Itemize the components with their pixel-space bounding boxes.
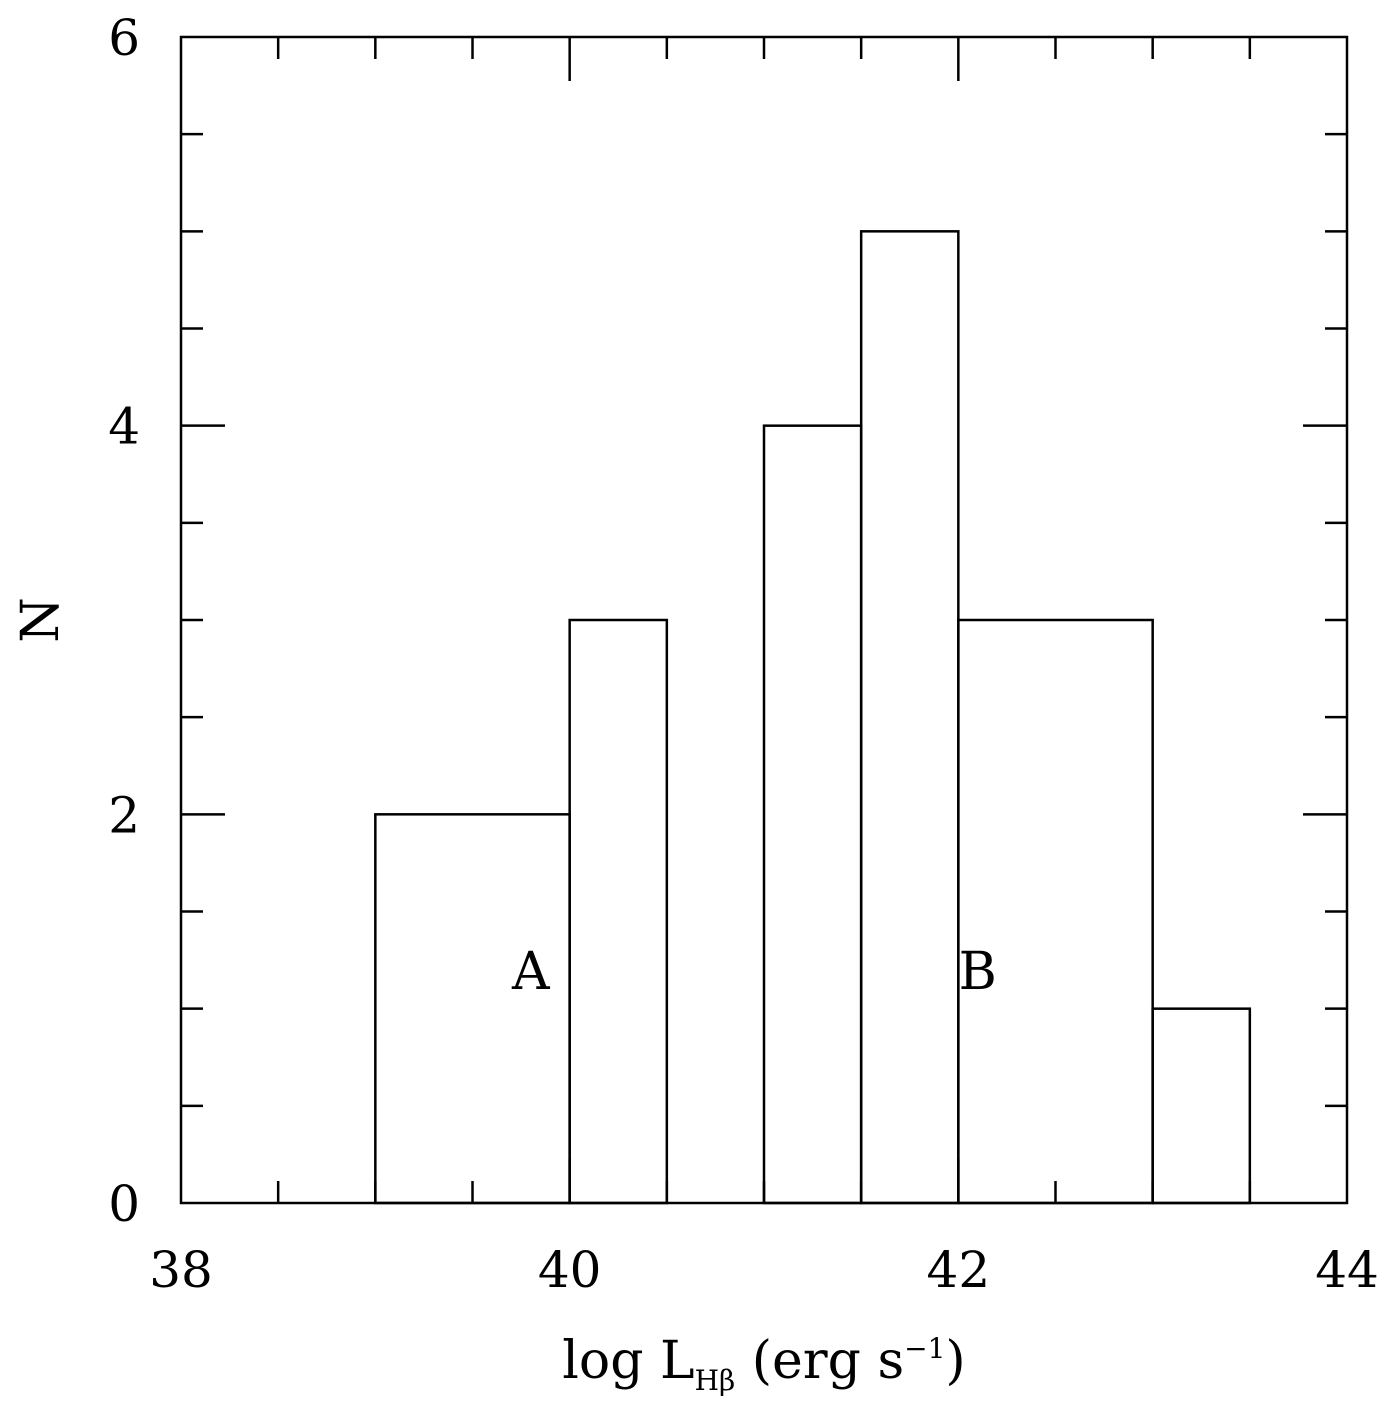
x-tick-label: 44 <box>1315 1241 1379 1299</box>
y-axis-title: N <box>11 597 71 643</box>
histogram-bar-1 <box>568 618 669 1205</box>
y-tick-label: 2 <box>108 786 140 844</box>
tick-labels: 38 40 42 44 0 2 4 6 <box>108 9 1379 1299</box>
x-axis-title-close: ) <box>945 1331 965 1391</box>
histogram-bar-5 <box>1151 1007 1252 1205</box>
x-axis-title-subscript: Hβ <box>695 1364 736 1397</box>
x-axis-title-superscript: −1 <box>904 1332 945 1365</box>
histogram-bars <box>374 230 1252 1205</box>
histogram-bar-0 <box>374 813 571 1205</box>
x-axis-title-suffix: (erg s <box>735 1331 904 1391</box>
y-tick-label: 6 <box>108 9 140 67</box>
histogram-bar-3 <box>859 230 960 1205</box>
x-tick-label: 42 <box>927 1241 991 1299</box>
x-axis-title-prefix: log L <box>562 1331 694 1391</box>
histogram-bar-2 <box>762 424 863 1205</box>
annotation-a: A <box>511 942 551 1002</box>
y-tick-label: 0 <box>108 1175 140 1233</box>
y-tick-label: 4 <box>108 398 140 456</box>
histogram-bar-4 <box>957 618 1154 1205</box>
axis-ticks <box>181 37 1347 1203</box>
annotation-b: B <box>959 942 997 1002</box>
x-tick-label: 38 <box>149 1241 213 1299</box>
x-tick-label: 40 <box>538 1241 602 1299</box>
x-axis-title: log LHβ (erg s−1) <box>562 1331 965 1397</box>
